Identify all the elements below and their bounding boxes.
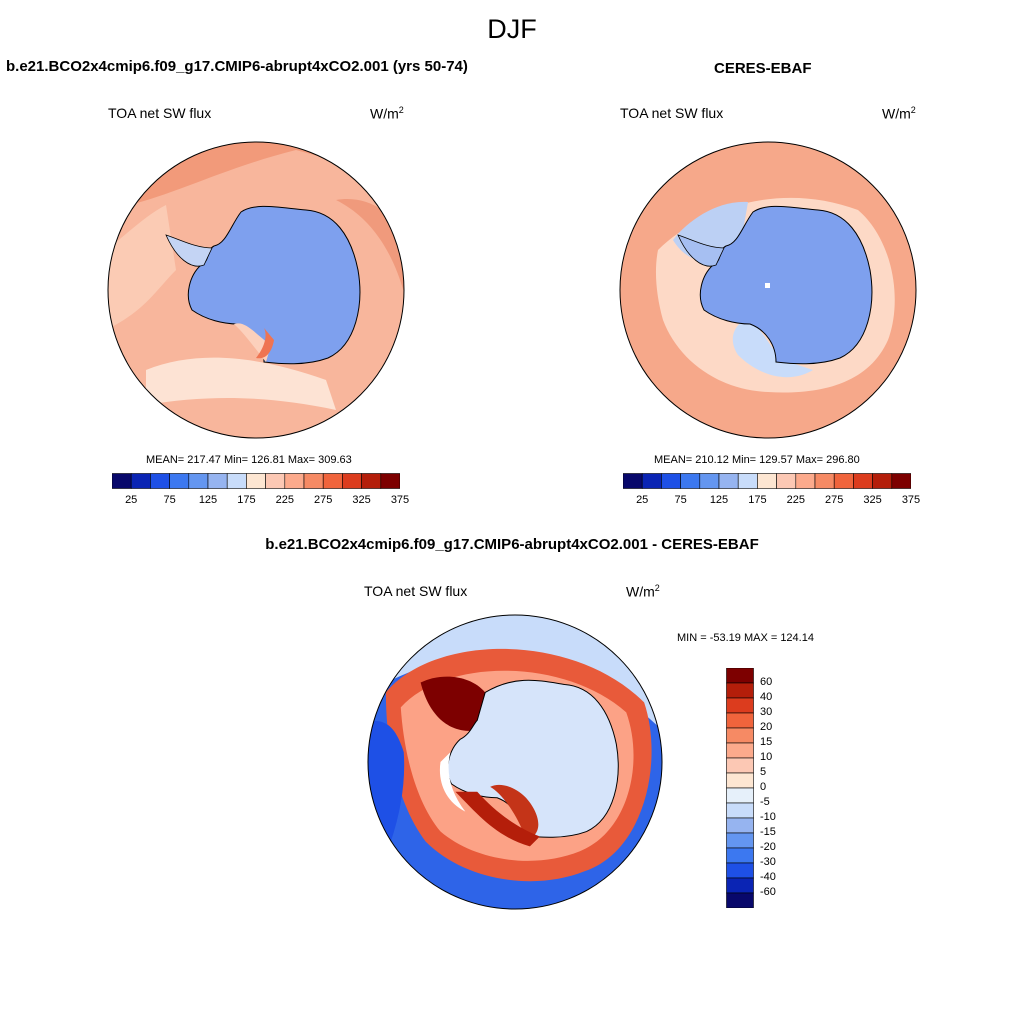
panel3-title: b.e21.BCO2x4cmip6.f09_g17.CMIP6-abrupt4x… (265, 536, 759, 553)
panel3-stats: MIN = -53.19 MAX = 124.14 (677, 632, 814, 644)
colorbar-swatch (188, 473, 209, 489)
colorbar-tick-label: -30 (760, 856, 776, 868)
panel1-title: b.e21.BCO2x4cmip6.f09_g17.CMIP6-abrupt4x… (6, 58, 468, 75)
panel3-colorbar (726, 668, 754, 908)
colorbar-swatch (284, 473, 305, 489)
colorbar-swatch (718, 473, 739, 489)
colorbar-swatch (795, 473, 816, 489)
colorbar-swatch (303, 473, 324, 489)
colorbar-swatch (726, 772, 754, 789)
colorbar-swatch (726, 697, 754, 714)
panel3-variable: TOA net SW flux (364, 583, 468, 599)
colorbar-tick-label: 325 (352, 494, 371, 506)
colorbar-swatch (207, 473, 228, 489)
panel2-colorbar-labels: 25 75 125 175 225 275 325 375 (623, 494, 920, 508)
colorbar-tick-label: 375 (390, 494, 410, 506)
colorbar-tick-label: -40 (760, 871, 776, 883)
colorbar-swatch (150, 473, 170, 489)
panel1-units: W/m2 (370, 105, 404, 122)
colorbar-swatch (833, 473, 854, 489)
colorbar-tick-label: 60 (760, 676, 773, 688)
panel1-variable: TOA net SW flux (108, 105, 212, 121)
colorbar-swatch (641, 473, 662, 489)
colorbar-tick-label: 175 (748, 494, 767, 506)
colorbar-tick-label: 15 (760, 736, 773, 748)
colorbar-tick-label: 125 (198, 494, 218, 506)
colorbar-tick-label: 275 (825, 494, 844, 506)
colorbar-swatch (872, 473, 893, 489)
panel2-stats: MEAN= 210.12 Min= 129.57 Max= 296.80 (654, 454, 860, 466)
colorbar-tick-label: 75 (674, 494, 687, 506)
colorbar-swatch (380, 473, 400, 489)
colorbar-swatch (757, 473, 777, 489)
colorbar-swatch (342, 473, 362, 489)
colorbar-swatch (814, 473, 835, 489)
colorbar-swatch (737, 473, 758, 489)
colorbar-swatch (726, 712, 754, 729)
colorbar-swatch (726, 787, 754, 804)
colorbar-tick-label: 5 (760, 766, 767, 778)
panel2-polar-map (619, 141, 917, 439)
colorbar-tick-label: 75 (163, 494, 176, 506)
colorbar-swatch (726, 757, 754, 774)
colorbar-swatch (661, 473, 681, 489)
colorbar-swatch (776, 473, 797, 489)
colorbar-swatch (891, 473, 911, 489)
colorbar-tick-label: 275 (314, 494, 333, 506)
colorbar-tick-label: -10 (760, 811, 776, 823)
colorbar-swatch (726, 832, 754, 849)
colorbar-swatch (726, 847, 754, 864)
panel2-title: CERES-EBAF (714, 60, 812, 77)
colorbar-swatch (699, 473, 720, 489)
colorbar-swatch (112, 473, 132, 489)
colorbar-swatch (726, 877, 754, 894)
panel2-colorbar (623, 473, 911, 489)
panel1-stats: MEAN= 217.47 Min= 126.81 Max= 309.63 (146, 454, 352, 466)
colorbar-swatch (226, 473, 247, 489)
panel1-colorbar (112, 473, 400, 489)
colorbar-swatch (726, 862, 754, 879)
colorbar-swatch (246, 473, 266, 489)
colorbar-swatch (265, 473, 286, 489)
colorbar-tick-label: 175 (237, 494, 256, 506)
colorbar-swatch (322, 473, 343, 489)
colorbar-swatch (726, 727, 754, 744)
colorbar-tick-label: -20 (760, 841, 776, 853)
figure-title: DJF (487, 14, 537, 44)
colorbar-tick-label: -60 (760, 886, 776, 898)
colorbar-tick-label: 325 (863, 494, 882, 506)
panel1-polar-map (107, 141, 405, 439)
colorbar-swatch (853, 473, 873, 489)
colorbar-swatch (130, 473, 151, 489)
panel2-variable: TOA net SW flux (620, 105, 724, 121)
colorbar-tick-label: 25 (636, 494, 649, 506)
panel3-polar-map (367, 614, 663, 910)
colorbar-tick-label: 30 (760, 706, 773, 718)
panel3-units: W/m2 (626, 583, 660, 600)
colorbar-tick-label: 40 (760, 691, 773, 703)
colorbar-swatch (726, 817, 754, 834)
colorbar-tick-label: 125 (709, 494, 729, 506)
panel3-colorbar-labels: 60 40 30 20 15 10 5 0 -5 -10 -15 -20 -30 -40 -60 (760, 668, 800, 908)
colorbar-tick-label: 20 (760, 721, 773, 733)
panel1-colorbar-labels: 25 75 125 175 225 275 325 375 (112, 494, 409, 508)
colorbar-tick-label: 0 (760, 781, 767, 793)
colorbar-tick-label: 25 (125, 494, 138, 506)
panel2-units: W/m2 (882, 105, 916, 122)
colorbar-tick-label: 225 (786, 494, 805, 506)
colorbar-swatch (726, 742, 754, 759)
colorbar-swatch (726, 892, 754, 908)
colorbar-swatch (680, 473, 701, 489)
colorbar-swatch (169, 473, 190, 489)
colorbar-tick-label: 375 (901, 494, 921, 506)
colorbar-swatch (361, 473, 382, 489)
colorbar-swatch (726, 802, 754, 819)
colorbar-tick-label: -15 (760, 826, 776, 838)
colorbar-swatch (726, 668, 754, 684)
colorbar-tick-label: 225 (275, 494, 294, 506)
colorbar-tick-label: 10 (760, 751, 773, 763)
colorbar-swatch (623, 473, 643, 489)
colorbar-swatch (726, 682, 754, 699)
colorbar-tick-label: -5 (760, 796, 770, 808)
